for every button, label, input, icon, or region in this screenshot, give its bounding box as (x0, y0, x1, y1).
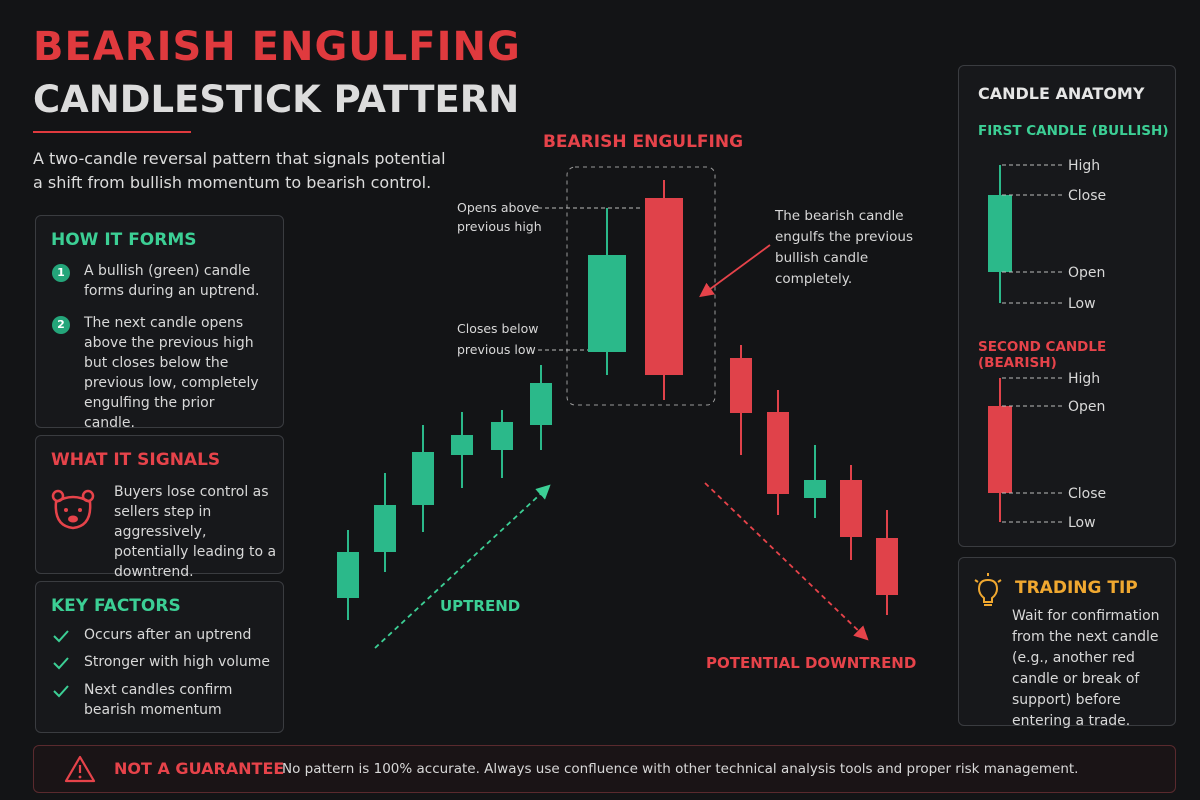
footer-heading: NOT A GUARANTEE (114, 759, 285, 778)
warning-icon (64, 755, 96, 783)
candle-body (588, 255, 626, 352)
downtrend-label: POTENTIAL DOWNTREND (706, 654, 916, 672)
what-it-signals-box: WHAT IT SIGNALS Buyers lose control as s… (35, 435, 284, 580)
factor-item: Next candles confirm bearish momentum (84, 682, 233, 718)
title-line1: BEARISH ENGULFING (33, 24, 521, 70)
trend-arrow (374, 484, 551, 649)
candle-body (767, 412, 789, 494)
step-text: The next candle opens above the previous… (84, 315, 259, 431)
annotation: completely. (775, 271, 852, 287)
section-heading: WHAT IT SIGNALS (51, 450, 221, 470)
pattern-label: BEARISH ENGULFING (543, 132, 743, 152)
signals-text: Buyers lose control as sellers step in a… (114, 484, 277, 580)
candle-body (645, 198, 683, 375)
section-heading: CANDLE ANATOMY (978, 84, 1145, 103)
candle-body (374, 505, 396, 552)
factor-item: Occurs after an uptrend (84, 627, 252, 643)
pointer-arrow (699, 244, 771, 298)
candle-body (876, 538, 898, 595)
annotation: engulfs the previous (775, 229, 913, 245)
anatomy-box: CANDLE ANATOMY FIRST CANDLE (BULLISH) SE… (958, 65, 1176, 547)
annotation: bullish candle (775, 250, 868, 266)
factor-item: Stronger with high volume (84, 654, 270, 670)
footer-box: NOT A GUARANTEE No pattern is 100% accur… (33, 745, 1176, 793)
section-heading: KEY FACTORS (51, 596, 181, 616)
tip-box: TRADING TIP Wait for confirmation from t… (958, 557, 1176, 729)
key-factors-box: KEY FACTORS Occurs after an uptrend Stro… (35, 581, 284, 733)
trend-arrow (704, 482, 869, 641)
bear-icon (51, 489, 95, 530)
annotation: Closes below (457, 321, 539, 336)
tip-text: Wait for confirmation from the next cand… (1012, 608, 1160, 729)
highlight-box (566, 166, 716, 406)
footer-text: No pattern is 100% accurate. Always use … (282, 761, 1079, 777)
candle-body (730, 358, 752, 413)
candle-body (804, 480, 826, 498)
candle-body (451, 435, 473, 455)
step-text: A bullish (green) candle forms during an… (84, 263, 260, 299)
uptrend-label: UPTREND (440, 597, 520, 615)
candle-heading: FIRST CANDLE (BULLISH) (978, 123, 1169, 139)
candle-body (337, 552, 359, 598)
step-number: 1 (52, 264, 70, 282)
subtitle-line: a shift from bullish momentum to bearish… (33, 173, 432, 192)
candle-body (412, 452, 434, 505)
title-underline (33, 131, 191, 133)
annotation: previous low (457, 342, 536, 357)
bulb-icon (974, 573, 1002, 606)
subtitle: A two-candle reversal pattern that signa… (33, 147, 446, 195)
section-heading: TRADING TIP (1015, 578, 1138, 598)
how-it-forms-box: HOW IT FORMS 1 A bullish (green) candle … (35, 215, 284, 431)
annotation: The bearish candle (774, 208, 904, 224)
annotation: previous high (457, 219, 542, 234)
section-heading: HOW IT FORMS (51, 230, 197, 250)
check-icons (53, 630, 69, 698)
annotation: Opens above (457, 200, 540, 215)
candle-body (491, 422, 513, 450)
subtitle-line: A two-candle reversal pattern that signa… (33, 149, 446, 168)
title-line2: CANDLESTICK PATTERN (33, 78, 520, 121)
candle-body (530, 383, 552, 425)
candle-body (840, 480, 862, 537)
candle-heading: SECOND CANDLE (BEARISH) (978, 339, 1107, 371)
step-number: 2 (52, 316, 70, 334)
